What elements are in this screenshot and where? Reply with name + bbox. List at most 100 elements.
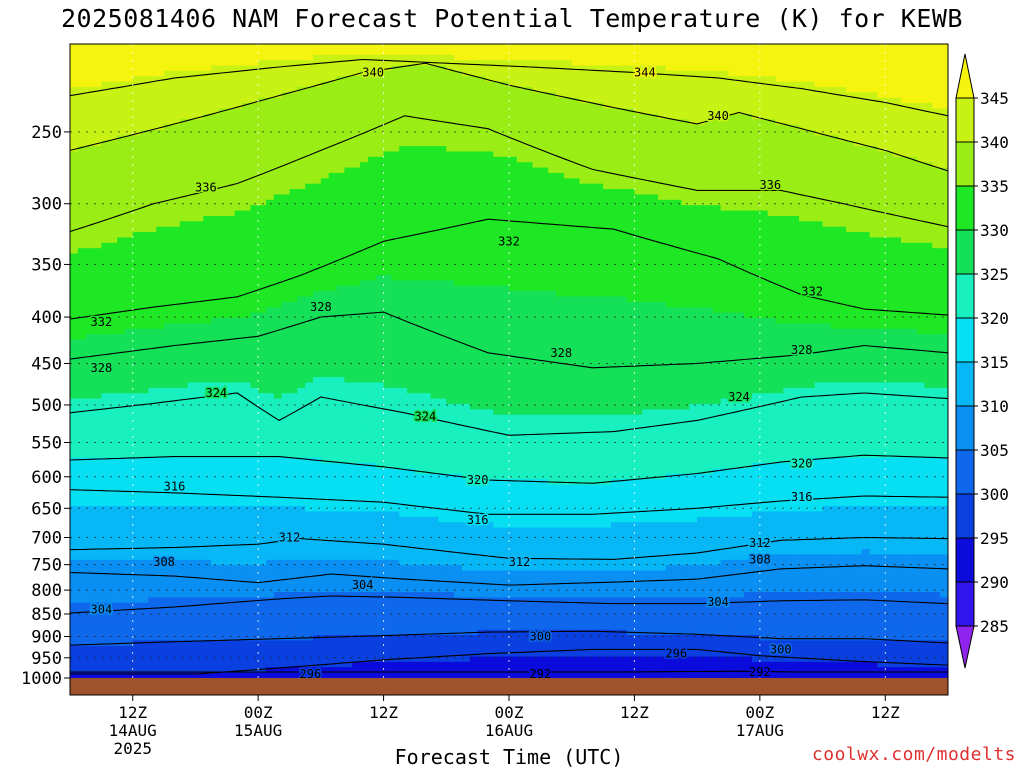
heatmap-cell — [344, 167, 353, 174]
heatmap-cell — [187, 479, 197, 486]
heatmap-cell — [164, 323, 173, 330]
heatmap-cell — [156, 301, 165, 308]
heatmap-cell — [109, 248, 118, 255]
heatmap-cell — [336, 253, 345, 260]
heatmap-cell — [297, 253, 306, 260]
heatmap-cell — [297, 151, 306, 158]
heatmap-cell — [211, 248, 220, 255]
heatmap-cell — [367, 210, 377, 217]
heatmap-cell — [124, 387, 134, 394]
heatmap-cell — [179, 613, 189, 620]
heatmap-cell — [273, 575, 283, 582]
heatmap-cell — [218, 97, 228, 104]
heatmap-cell — [77, 119, 87, 126]
heatmap-cell — [203, 124, 212, 131]
heatmap-cell — [305, 275, 314, 281]
heatmap-cell — [101, 92, 110, 99]
heatmap-cell — [211, 446, 220, 453]
heatmap-cell — [328, 70, 338, 77]
heatmap-cell — [281, 527, 291, 534]
heatmap-cell — [273, 334, 283, 341]
heatmap-cell — [375, 215, 385, 222]
heatmap-cell — [156, 49, 165, 56]
heatmap-cell — [234, 409, 244, 416]
heatmap-cell — [281, 242, 291, 249]
heatmap-cell — [218, 420, 228, 427]
heatmap-cell — [383, 221, 393, 228]
heatmap-cell — [328, 597, 338, 604]
heatmap-cell — [383, 516, 393, 523]
heatmap-cell — [195, 70, 204, 77]
heatmap-cell — [250, 44, 259, 50]
heatmap-cell — [297, 420, 306, 427]
heatmap-cell — [336, 409, 345, 416]
heatmap-cell — [305, 532, 314, 539]
heatmap-cell — [156, 146, 165, 153]
heatmap-cell — [148, 618, 157, 625]
heatmap-cell — [352, 146, 361, 153]
heatmap-cell — [218, 258, 228, 265]
heatmap-cell — [101, 339, 110, 346]
heatmap-cell — [305, 592, 314, 598]
heatmap-cell — [281, 629, 291, 636]
heatmap-cell — [77, 516, 87, 523]
heatmap-cell — [367, 237, 377, 244]
heatmap-cell — [218, 624, 228, 631]
heatmap-cell — [148, 629, 157, 636]
heatmap-cell — [289, 280, 298, 287]
heatmap-cell — [77, 323, 87, 330]
heatmap-cell — [383, 527, 393, 534]
heatmap-cell — [305, 334, 314, 341]
heatmap-cell — [242, 318, 251, 324]
heatmap-cell — [203, 430, 212, 437]
heatmap-cell — [265, 667, 275, 674]
heatmap-cell — [313, 522, 322, 529]
heatmap-cell — [85, 210, 95, 217]
heatmap-cell — [328, 86, 338, 93]
heatmap-cell — [124, 221, 134, 228]
heatmap-cell — [148, 334, 157, 341]
heatmap-cell — [226, 215, 236, 222]
heatmap-cell — [289, 344, 298, 351]
heatmap-cell — [360, 275, 369, 281]
heatmap-cell — [336, 280, 345, 287]
heatmap-cell — [218, 468, 228, 475]
heatmap-cell — [211, 44, 220, 50]
heatmap-cell — [297, 258, 306, 265]
heatmap-cell — [77, 232, 87, 239]
heatmap-cell — [273, 54, 283, 61]
heatmap-cell — [265, 339, 275, 346]
heatmap-cell — [93, 366, 102, 373]
heatmap-cell — [250, 113, 259, 120]
heatmap-cell — [218, 635, 228, 641]
heatmap-cell — [101, 473, 110, 480]
heatmap-cell — [156, 543, 165, 550]
heatmap-cell — [289, 355, 298, 362]
heatmap-cell — [218, 54, 228, 61]
heatmap-cell — [375, 543, 385, 550]
heatmap-cell — [77, 554, 87, 561]
heatmap-cell — [281, 162, 291, 169]
heatmap-cell — [399, 146, 408, 153]
heatmap-cell — [101, 516, 110, 523]
heatmap-cell — [226, 403, 236, 410]
heatmap-cell — [156, 156, 165, 163]
heatmap-cell — [218, 135, 228, 142]
heatmap-cell — [195, 264, 204, 271]
heatmap-cell — [383, 92, 393, 99]
heatmap-cell — [391, 420, 400, 427]
heatmap-cell — [234, 516, 244, 523]
heatmap-cell — [117, 489, 126, 496]
heatmap-cell — [179, 597, 189, 604]
heatmap-cell — [156, 334, 165, 341]
heatmap-cell — [218, 608, 228, 615]
heatmap-cell — [367, 597, 377, 604]
heatmap-cell — [399, 54, 408, 61]
heatmap-cell — [360, 618, 369, 625]
heatmap-cell — [383, 479, 393, 486]
heatmap-cell — [352, 532, 361, 539]
heatmap-cell — [164, 129, 173, 136]
heatmap-cell — [391, 495, 400, 502]
heatmap-cell — [187, 44, 197, 50]
heatmap-cell — [336, 624, 345, 631]
